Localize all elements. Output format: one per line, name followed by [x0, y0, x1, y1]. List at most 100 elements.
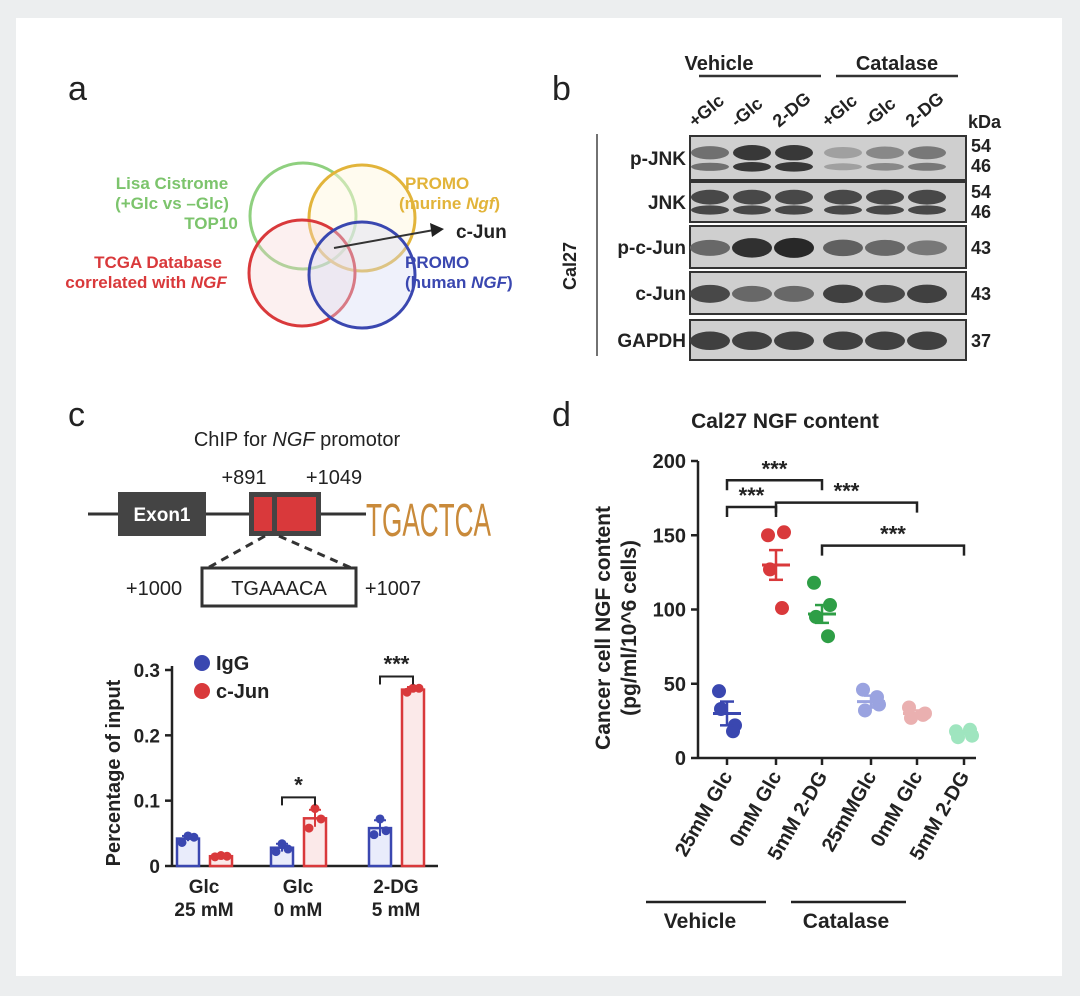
chartd-ytick-label: 200 — [653, 451, 686, 473]
chartc-point — [414, 683, 424, 693]
blot-band — [774, 237, 814, 258]
blot-kda-value: 43 — [971, 238, 991, 258]
ngf-content-chart: Cal27 NGF content Cancer cell NGF conten… — [592, 410, 979, 933]
blot-kda-value: 54 — [971, 182, 991, 202]
blot-band — [823, 239, 863, 257]
chartc-point — [222, 851, 232, 861]
chartd-point — [821, 629, 835, 644]
venn-red-label-2a: correlated with — [65, 273, 191, 292]
chartc-sig-bracket — [379, 675, 414, 685]
blot-band — [908, 162, 946, 171]
chartc-point — [375, 814, 385, 824]
chartc-sig-label: *** — [384, 652, 410, 677]
blot-row-label: p-JNK — [630, 149, 686, 170]
venn-red-label-2b: NGF — [191, 273, 228, 292]
blot-band — [775, 205, 813, 215]
chartd-title: Cal27 NGF content — [691, 410, 879, 433]
blot-row-label: c-Jun — [635, 284, 686, 305]
chartc-point — [283, 844, 293, 854]
blot-lane-label: -Glc — [860, 93, 900, 131]
blot-band — [866, 146, 904, 159]
western-blot: Vehicle Catalase kDa Cal27 +Glc-Glc 2-DG +… — [560, 53, 1002, 361]
venn-yellow-label-1: PROMO — [405, 174, 469, 193]
panel-label-c: c — [68, 396, 85, 434]
blot-group-vehicle: Vehicle — [685, 53, 754, 75]
chartc-legend-label: IgG — [216, 653, 249, 675]
chartd-point — [761, 528, 775, 543]
blot-band — [907, 240, 947, 256]
blot-band — [824, 146, 862, 159]
chip-site-seq: TGAAACA — [231, 578, 327, 600]
venn-diagram: c-Jun Lisa Cistrome (+Glc vs –Glc) TOP10… — [65, 161, 513, 330]
chartc-point — [304, 823, 314, 833]
chartd-xtick-label: 25mM Glc — [671, 768, 737, 861]
blot-lane-label: 2-DG — [902, 88, 948, 131]
blot-lane-labels: +Glc-Glc 2-DG +Glc-Glc 2-DG — [685, 88, 948, 131]
chartd-sig-label: *** — [880, 522, 906, 547]
blot-lane-label: -Glc — [727, 93, 767, 131]
chartd-group-label: Vehicle — [664, 910, 736, 933]
blot-band — [733, 145, 771, 161]
chartc-xtick-label: 0 mM — [274, 900, 323, 921]
chartd-points: ****** ****** — [712, 456, 979, 745]
blot-band — [824, 189, 862, 205]
blot-band — [907, 331, 947, 351]
blot-band — [691, 189, 729, 205]
chip-title-b: NGF — [272, 429, 316, 451]
venn-green-label-2: (+Glc vs –Glc) — [115, 194, 229, 213]
chartd-sig-bracket — [725, 479, 824, 491]
chartc-legend-marker — [194, 683, 210, 699]
blot-band — [865, 331, 905, 351]
chartd-ytick-label: 0 — [675, 748, 686, 770]
chip-pos-1049: +1049 — [306, 467, 362, 489]
chip-pos-891: +891 — [221, 467, 266, 489]
blot-kda-label: kDa — [968, 112, 1002, 132]
chartc-ytick-label: 0.1 — [134, 792, 161, 813]
chartd-sig-bracket — [820, 544, 966, 556]
blot-band — [865, 239, 905, 256]
chartc-xtick-label: 2-DG — [373, 877, 418, 898]
blot-band — [865, 284, 905, 303]
blot-row-label: JNK — [648, 193, 686, 214]
blot-row-label: p-c-Jun — [617, 238, 686, 259]
chartc-point — [271, 847, 281, 857]
blot-band — [732, 331, 772, 351]
blot-band — [908, 146, 946, 160]
venn-yellow-label-2a: (murine — [399, 194, 466, 213]
blot-band — [691, 146, 729, 160]
chartd-ytick-label: 100 — [653, 600, 686, 622]
venn-arrow — [333, 229, 435, 249]
chartd-ytick-label: 150 — [653, 525, 686, 547]
venn-blue-label-2c: ) — [507, 273, 513, 292]
chip-site-box — [200, 566, 358, 608]
venn-circle-yellow — [307, 163, 417, 273]
chartd-point — [726, 724, 740, 739]
figure-canvas: a b c d c-Jun Lisa Cistrome (+Glc vs –Gl… — [65, 53, 1002, 933]
chartc-ytick-label: 0.2 — [134, 726, 160, 747]
chip-region-right — [277, 497, 316, 531]
blot-row: GAPDH 37 — [617, 319, 991, 361]
blot-row: c-Jun 43 — [635, 271, 991, 315]
chartd-sig-label: *** — [834, 479, 860, 504]
chip-title-c: promotor — [315, 429, 401, 451]
chartd-point — [777, 525, 791, 540]
blot-band — [690, 284, 730, 303]
blot-band — [823, 284, 863, 304]
blot-band — [691, 162, 729, 171]
chip-title: ChIP for NGF promotor — [194, 429, 401, 451]
venn-blue-label-2b: NGF — [471, 273, 508, 292]
blot-kda-value: 54 — [971, 136, 991, 156]
chartc-legend-marker — [194, 655, 210, 671]
blot-band — [775, 162, 813, 172]
chartd-point — [712, 684, 726, 699]
venn-green-label-3: TOP10 — [184, 214, 238, 233]
chip-region-left — [254, 497, 272, 531]
venn-red-label-1: TCGA Database — [94, 253, 222, 272]
blot-band — [824, 163, 862, 171]
blot-cell-line: Cal27 — [560, 242, 580, 290]
blot-band — [823, 331, 863, 351]
chip-motif-logo: TGACTCA — [366, 494, 491, 546]
